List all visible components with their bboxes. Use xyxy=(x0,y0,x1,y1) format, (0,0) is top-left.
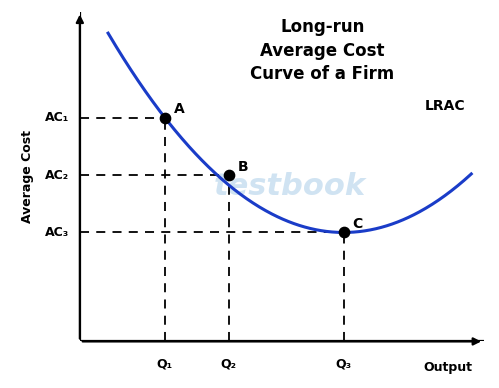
Point xyxy=(161,114,169,121)
Text: LRAC: LRAC xyxy=(425,99,465,113)
Text: testbook: testbook xyxy=(214,172,366,201)
Text: Q₂: Q₂ xyxy=(221,357,237,370)
Text: Long-run
Average Cost
Curve of a Firm: Long-run Average Cost Curve of a Firm xyxy=(250,18,395,83)
Point xyxy=(225,172,233,178)
Text: C: C xyxy=(352,217,362,231)
Text: Q₁: Q₁ xyxy=(157,357,173,370)
Text: AC₁: AC₁ xyxy=(45,111,69,124)
Text: Output: Output xyxy=(423,361,472,374)
Text: AC₂: AC₂ xyxy=(45,169,69,182)
Text: A: A xyxy=(174,102,184,116)
Point xyxy=(340,229,348,236)
Text: B: B xyxy=(237,160,248,174)
Text: AC₃: AC₃ xyxy=(45,226,69,239)
Text: Q₃: Q₃ xyxy=(335,357,352,370)
Text: Average Cost: Average Cost xyxy=(21,130,34,223)
